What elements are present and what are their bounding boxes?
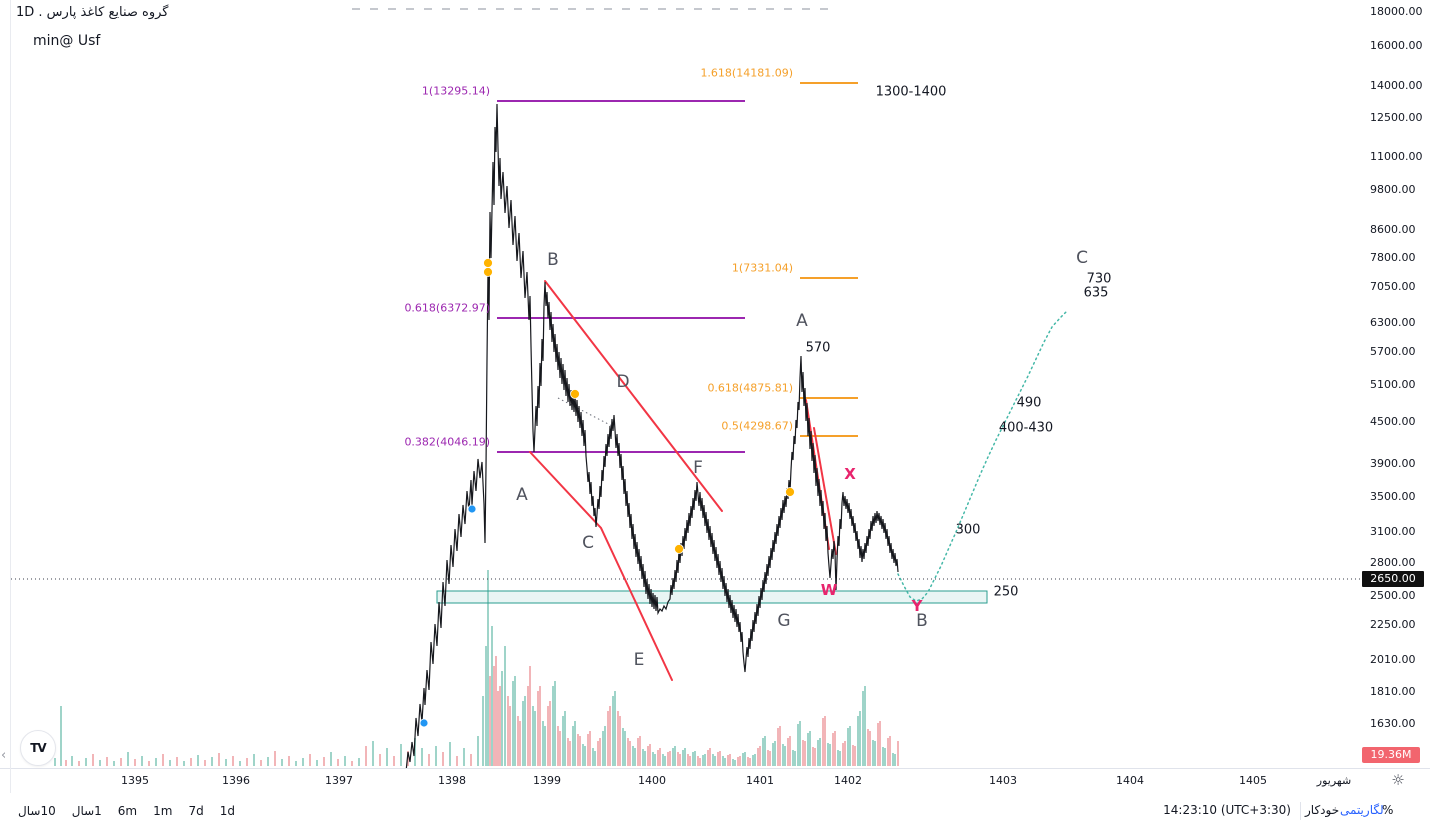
- range-button-10سال[interactable]: 10سال: [18, 804, 56, 818]
- fib-extension-label: 1.618(14181.09): [700, 66, 793, 80]
- price-note-570: 570: [805, 340, 831, 356]
- price-tick-label: 7800.00: [1370, 251, 1416, 264]
- price-tick-label: 9800.00: [1370, 183, 1416, 196]
- time-axis[interactable]: 1395 1396 1397 1398 1399 1400 1401 1402 1403 1404…: [0, 768, 1430, 795]
- wave-letter-A: A: [516, 485, 528, 505]
- fib-retracement-label: 0.618(6372.97): [404, 301, 490, 315]
- price-tick-label: 1630.00: [1370, 717, 1416, 730]
- wave-letter-G: G: [777, 611, 791, 631]
- price-note-400-430: 400-430: [998, 420, 1054, 436]
- wave-letter-C: C: [582, 533, 594, 553]
- range-button-1سال[interactable]: 1سال: [71, 804, 102, 818]
- wave-letter-A: A: [796, 311, 808, 331]
- wave-letter-B: B: [916, 611, 928, 631]
- fib-extension-label: 0.618(4875.81): [707, 381, 793, 395]
- price-tick-label: 3100.00: [1370, 525, 1416, 538]
- wave-letter-Y: Y: [911, 597, 923, 615]
- fib-retracement-label: 1(13295.14): [421, 84, 490, 98]
- left-panel-divider: [10, 0, 11, 793]
- price-tick-label: 2800.00: [1370, 556, 1416, 569]
- range-button-1d[interactable]: 1d: [219, 804, 235, 818]
- price-tick-label: 11000.00: [1370, 150, 1423, 163]
- price-tick-label: 3900.00: [1370, 457, 1416, 470]
- time-tick-label: 1399: [533, 774, 561, 787]
- time-tick-label: 1405: [1239, 774, 1267, 787]
- price-note-300: 300: [955, 522, 981, 538]
- price-tick-label: 18000.00: [1370, 5, 1423, 18]
- price-tick-label: 2500.00: [1370, 589, 1416, 602]
- wave-letter-F: F: [693, 458, 703, 478]
- wave-letter-B: B: [547, 250, 559, 270]
- time-tick-label: 1397: [325, 774, 353, 787]
- price-tick-label: 2250.00: [1370, 618, 1416, 631]
- time-tick-label: 1404: [1116, 774, 1144, 787]
- range-button-6m[interactable]: 6m: [117, 804, 138, 818]
- volume-badge: 19.36M: [1362, 747, 1420, 763]
- percent-scale-button[interactable]: %: [1382, 803, 1394, 817]
- time-tick-label: 1403: [989, 774, 1017, 787]
- price-tick-label: 14000.00: [1370, 79, 1423, 92]
- range-button-7d[interactable]: 7d: [188, 804, 204, 818]
- price-tick-label: 5100.00: [1370, 378, 1416, 391]
- price-tick-label: 6300.00: [1370, 316, 1416, 329]
- price-tick-label: 7050.00: [1370, 280, 1416, 293]
- time-tick-label: 1402: [834, 774, 862, 787]
- bottom-toolbar: 10سال 1سال 6m 1m 7d 1d 14:23:10 (UTC+3:30) خو…: [0, 794, 1430, 828]
- current-price-badge: 2650.00: [1362, 571, 1424, 587]
- price-note-490: 490: [1016, 395, 1042, 411]
- price-tick-label: 2010.00: [1370, 653, 1416, 666]
- fib-retracement-label: 0.382(4046.19): [404, 435, 490, 449]
- price-note-730: 730: [1086, 271, 1112, 287]
- collapse-panel-chevron-icon[interactable]: ‹: [1, 748, 7, 763]
- price-tick-label: 4500.00: [1370, 415, 1416, 428]
- price-tick-label: 1810.00: [1370, 685, 1416, 698]
- price-tick-label: 8600.00: [1370, 223, 1416, 236]
- auto-scale-button[interactable]: خودکار: [1305, 803, 1340, 817]
- wave-letter-D: D: [616, 372, 630, 392]
- price-note-635: 635: [1083, 285, 1109, 301]
- wave-letter-C: C: [1076, 248, 1088, 268]
- time-tick-label: 1400: [638, 774, 666, 787]
- price-tick-label: 5700.00: [1370, 345, 1416, 358]
- price-tick-label: 12500.00: [1370, 111, 1423, 124]
- fib-extension-label: 0.5(4298.67): [721, 419, 793, 433]
- time-tick-label: شهریور: [1316, 774, 1352, 787]
- toolbar-separator: [1300, 802, 1301, 820]
- price-tick-label: 16000.00: [1370, 39, 1423, 52]
- time-tick-label: 1395: [121, 774, 149, 787]
- time-tick-label: 1398: [438, 774, 466, 787]
- date-range-buttons: 10سال 1سال 6m 1m 7d 1d: [18, 794, 235, 828]
- log-scale-button[interactable]: لگاریتمی: [1340, 803, 1384, 817]
- chart-canvas[interactable]: [11, 0, 1360, 768]
- time-tick-label: 1396: [222, 774, 250, 787]
- brightness-sun-icon[interactable]: ☼: [1391, 771, 1405, 789]
- time-tick-label: 1401: [746, 774, 774, 787]
- range-button-1m[interactable]: 1m: [153, 804, 173, 818]
- price-note-250: 250: [993, 584, 1019, 600]
- watermark-text: min@ Usf: [33, 33, 101, 49]
- symbol-title[interactable]: گروه صنایع کاغذ پارس . 1D: [16, 5, 169, 20]
- price-axis[interactable]: 18000.00 16000.00 14000.00 12500.00 11000.00…: [1360, 0, 1430, 768]
- clock-timezone-button[interactable]: 14:23:10 (UTC+3:30): [1163, 803, 1291, 817]
- wave-letter-X: X: [844, 465, 856, 483]
- fib-extension-label: 1(7331.04): [731, 261, 793, 275]
- price-note-1300-1400: 1300-1400: [875, 84, 947, 100]
- wave-letter-E: E: [633, 650, 645, 670]
- price-tick-label: 3500.00: [1370, 490, 1416, 503]
- wave-letter-W: W: [820, 581, 838, 599]
- tradingview-logo[interactable]: TV: [20, 730, 56, 766]
